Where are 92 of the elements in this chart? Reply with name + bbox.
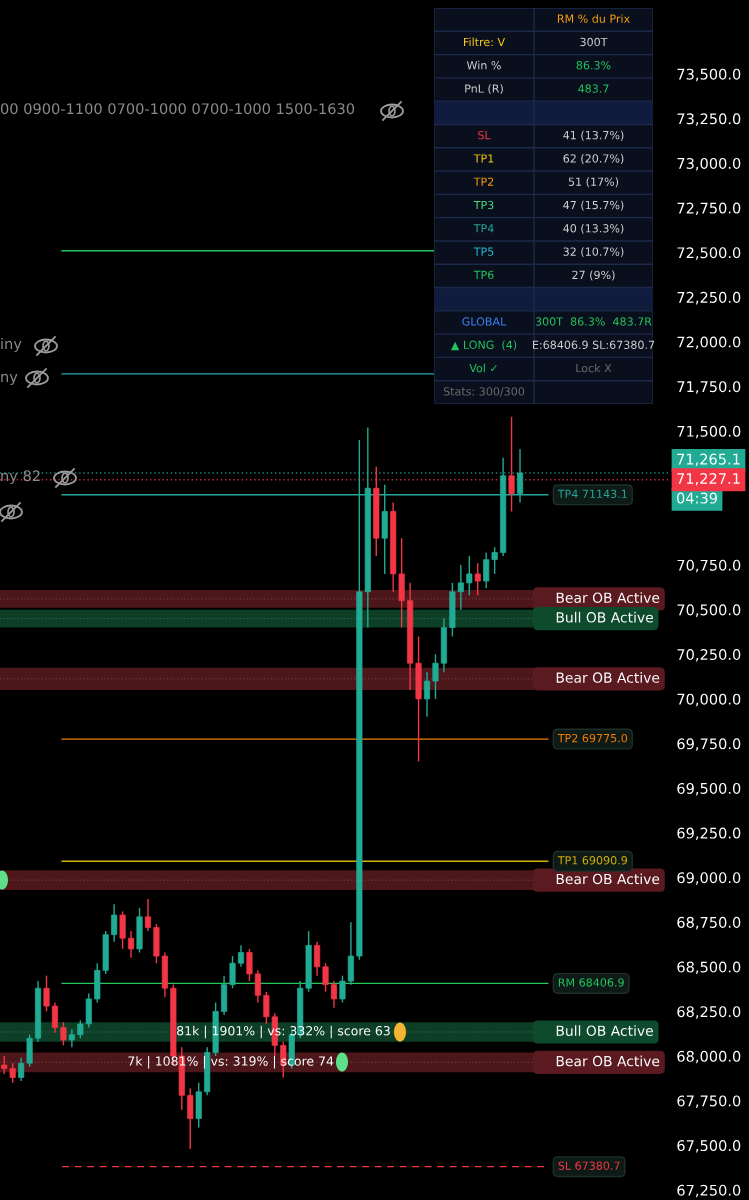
y-tick-label: 72,750.0 <box>677 202 741 216</box>
y-tick-label: 67,250.0 <box>677 1184 741 1198</box>
y-tick-label: 70,000.0 <box>677 693 741 707</box>
annotation: ny <box>1 373 18 386</box>
candlestick <box>237 944 245 968</box>
band-label: Bull OB Active <box>556 611 653 623</box>
annotation: ny 82 <box>1 470 40 485</box>
y-tick-label: 69,500.0 <box>677 782 741 796</box>
y-tick-label: 68,750.0 <box>677 916 741 930</box>
y-tick-label: 72,250.0 <box>677 291 741 305</box>
annotation: E:68406.9 SL:67380.7 <box>533 340 655 349</box>
y-tick-label: 70,750.0 <box>677 559 741 573</box>
y-tick-label: 68,500.0 <box>677 961 741 975</box>
candlestick <box>187 1087 194 1150</box>
y-tick-label: 70,500.0 <box>677 604 741 617</box>
annotation: RM % du Prix <box>557 14 630 23</box>
annotation: 300T <box>580 37 608 47</box>
annotation: ▲ LONG (4) <box>450 340 517 351</box>
candlestick <box>466 555 473 597</box>
y-tick-label: 73,500.0 <box>677 68 741 82</box>
annotation: 47 (15.7%) <box>563 200 624 211</box>
annotation: 41 (13.7%) <box>563 130 624 141</box>
candlestick <box>339 975 346 1004</box>
annotation: PnL (R) <box>465 84 503 95</box>
candlestick <box>229 955 236 989</box>
candlestick <box>128 930 135 959</box>
annotation: 27 (9%) <box>572 270 615 281</box>
y-tick-label: 68,250.0 <box>677 1006 741 1019</box>
candlestick <box>43 975 50 1013</box>
candlestick <box>51 1001 59 1034</box>
annotation: Lock X <box>576 363 612 373</box>
y-tick-label: 68,000.0 <box>677 1050 741 1064</box>
candlestick <box>60 1021 67 1047</box>
annotation: TP3 <box>473 200 494 210</box>
y-tick-label: 71,500.0 <box>677 425 741 439</box>
annotation: Vol ✓ <box>469 363 497 373</box>
y-tick-label: 70,250.0 <box>677 649 741 662</box>
candlestick <box>246 948 253 982</box>
y-tick-label: 72,500.0 <box>677 247 741 260</box>
annotation: 00 0900-1100 0700-1000 0700-1000 1500-1630 <box>0 103 355 115</box>
band-label: Bear OB Active <box>556 1055 660 1067</box>
ref-line-label: 71,265.1 <box>677 453 740 467</box>
y-tick-label: 67,750.0 <box>677 1095 741 1108</box>
y-tick-label: 69,750.0 <box>677 738 741 751</box>
candlestick <box>423 671 431 718</box>
annotation: 300T 86.3% 483.7R <box>535 317 652 326</box>
ref-line-label: TP1 69090.9 <box>557 856 628 865</box>
candlestick <box>508 416 515 513</box>
ref-line-label: TP2 69775.0 <box>557 733 628 743</box>
y-tick-label: 73,000.0 <box>677 157 741 171</box>
annotation: TP6 <box>473 270 494 280</box>
annotation: iny <box>1 337 22 353</box>
candlestick <box>314 941 321 977</box>
annotation: GLOBAL <box>462 317 507 326</box>
annotation: 86.3% <box>576 61 611 70</box>
band-label: Bear OB Active <box>556 592 660 603</box>
annotation: 62 (20.7%) <box>563 154 624 164</box>
annotation: Stats: 300/300 <box>443 387 525 397</box>
ref-line-label: RM 68406.9 <box>558 978 624 987</box>
ref-line-label: SL 67380.7 <box>558 1161 620 1170</box>
annotation: 483.7 <box>578 84 609 93</box>
y-tick-label: 69,250.0 <box>677 827 741 841</box>
candlestick <box>254 969 261 1004</box>
annotation: 32 (10.7%) <box>563 247 624 258</box>
candlestick <box>144 898 152 932</box>
band-label: Bear OB Active <box>556 873 660 885</box>
candlestick <box>18 1057 25 1082</box>
band-label: Bull OB Active <box>556 1025 653 1036</box>
y-tick-label: 71,750.0 <box>677 381 741 394</box>
y-tick-label: 69,000.0 <box>677 872 741 885</box>
candlestick <box>111 903 118 943</box>
candlestick <box>322 962 329 993</box>
annotation: TP5 <box>473 247 494 256</box>
candlestick <box>432 653 439 700</box>
annotation: TP2 <box>473 177 494 186</box>
annotation: TP4 <box>473 224 494 233</box>
annotation: 40 (13.3%) <box>563 223 624 234</box>
annotation: 51 (17%) <box>568 177 619 188</box>
candlestick <box>474 562 481 597</box>
annotation: Win % <box>466 60 501 70</box>
annotation: Filtre: V <box>464 37 505 47</box>
annotation: TP1 <box>473 154 494 163</box>
annotation: SL <box>478 130 491 140</box>
band-label: Bear OB Active <box>556 672 660 683</box>
y-tick-label: 72,000.0 <box>677 336 741 350</box>
candlestick <box>119 910 126 950</box>
y-tick-label: 73,250.0 <box>677 113 741 126</box>
y-tick-label: 67,500.0 <box>677 1140 741 1153</box>
ref-line-label: 71,227.1 <box>677 473 740 486</box>
candlestick <box>330 980 338 1009</box>
text: 04:39 <box>676 492 718 504</box>
ref-line-label: TP4 71143.1 <box>557 489 627 499</box>
